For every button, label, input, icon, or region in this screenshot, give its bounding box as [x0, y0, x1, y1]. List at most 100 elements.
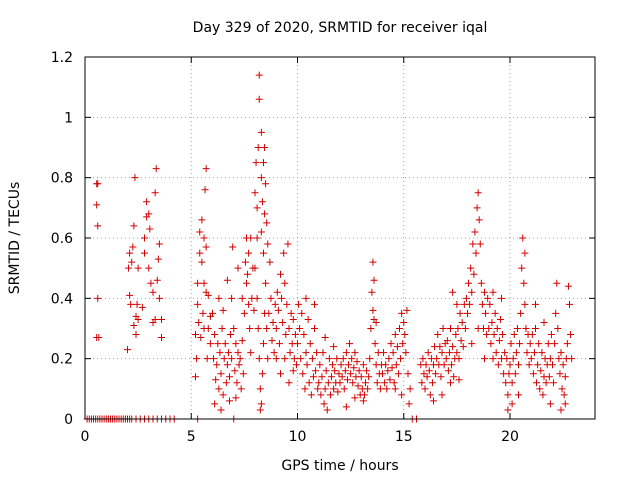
data-point — [567, 331, 575, 339]
data-point — [261, 144, 269, 151]
data-point — [371, 340, 379, 348]
data-point — [540, 318, 548, 326]
data-point — [196, 228, 204, 236]
data-point — [342, 403, 350, 411]
data-point — [202, 165, 210, 173]
data-point — [141, 234, 148, 242]
data-point — [357, 373, 365, 381]
data-point — [542, 379, 550, 387]
data-point — [559, 361, 567, 369]
data-point — [492, 349, 500, 357]
data-point — [262, 180, 270, 188]
data-point — [568, 355, 576, 363]
data-point — [550, 379, 558, 387]
data-point — [134, 315, 142, 323]
data-point — [470, 270, 478, 278]
data-point — [314, 385, 322, 393]
data-point — [316, 361, 324, 369]
data-point — [256, 385, 264, 393]
data-point — [297, 355, 305, 363]
data-point — [346, 340, 354, 348]
y-tick-label: 0.8 — [51, 171, 73, 187]
data-point — [517, 309, 525, 317]
data-point — [308, 355, 316, 363]
data-point — [145, 210, 153, 218]
data-point — [292, 361, 300, 369]
data-point — [421, 385, 429, 393]
data-point — [251, 189, 259, 197]
data-point — [232, 340, 240, 348]
data-point — [360, 391, 368, 399]
data-point — [154, 255, 162, 263]
data-point — [131, 174, 139, 182]
data-point — [289, 315, 297, 323]
data-point — [404, 370, 412, 378]
data-point — [126, 249, 134, 257]
data-point — [324, 379, 332, 387]
data-point — [274, 306, 282, 314]
data-point — [462, 294, 470, 302]
data-point — [153, 276, 161, 284]
data-point — [125, 264, 133, 272]
data-point — [264, 240, 272, 248]
data-point — [394, 370, 402, 378]
data-point — [444, 367, 452, 375]
data-point — [260, 340, 267, 348]
data-point — [428, 379, 436, 387]
data-point — [223, 361, 231, 369]
data-point — [393, 343, 401, 351]
data-point — [521, 300, 529, 308]
data-point — [289, 367, 297, 375]
data-point — [138, 303, 146, 311]
data-point — [400, 318, 408, 326]
data-point — [349, 379, 357, 387]
x-axis-label: GPS time / hours — [281, 458, 398, 474]
data-point — [455, 355, 463, 363]
data-point — [518, 264, 526, 272]
data-point — [529, 370, 537, 378]
data-point — [457, 337, 465, 345]
data-point — [355, 367, 363, 375]
data-point — [506, 361, 514, 369]
data-point — [234, 349, 242, 357]
data-point — [423, 373, 431, 381]
data-point — [282, 331, 290, 339]
data-point — [317, 391, 325, 399]
data-point — [382, 361, 390, 369]
data-point — [388, 364, 396, 372]
data-point — [223, 276, 231, 284]
data-point — [302, 294, 310, 302]
data-point — [539, 391, 547, 399]
data-point — [430, 397, 437, 405]
data-point — [255, 71, 263, 79]
data-point — [392, 361, 400, 369]
data-point — [312, 367, 320, 375]
data-point — [422, 361, 430, 369]
data-point — [561, 373, 569, 381]
data-point — [219, 391, 227, 399]
data-point — [369, 306, 377, 314]
data-point — [442, 355, 450, 363]
data-point — [354, 382, 362, 390]
data-point — [132, 331, 140, 339]
data-point — [328, 373, 335, 381]
data-point — [546, 400, 554, 408]
data-point — [200, 279, 208, 287]
data-point — [389, 349, 397, 357]
data-point — [424, 349, 432, 357]
data-point — [216, 349, 224, 357]
data-point — [194, 279, 202, 287]
data-point — [202, 243, 210, 251]
data-point — [226, 397, 233, 405]
data-point — [209, 309, 216, 317]
data-point — [481, 288, 488, 296]
data-point — [433, 355, 441, 363]
data-point — [295, 300, 303, 308]
data-point — [561, 400, 569, 408]
data-point — [284, 240, 292, 248]
data-point — [199, 309, 207, 317]
data-point — [505, 370, 513, 378]
data-point — [381, 379, 389, 387]
data-point — [454, 325, 462, 332]
data-point — [512, 349, 520, 357]
